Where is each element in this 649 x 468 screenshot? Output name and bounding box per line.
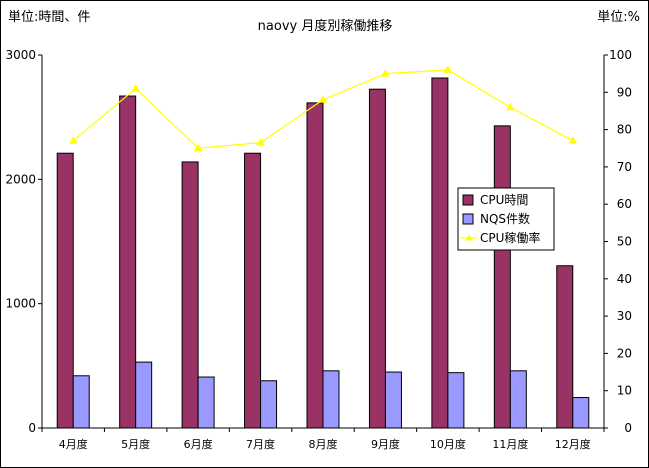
legend-label: NQS件数 — [480, 211, 530, 226]
legend-label: CPU時間 — [480, 193, 528, 207]
axes-group: 0 1000 2000 3000 0 10 20 30 40 50 60 70 80 90 100 4月度 5月… — [5, 48, 632, 451]
cpu-utilization-point-1 — [68, 136, 78, 144]
cpu-time-bar-5 — [306, 102, 324, 429]
cpu-time-bar-1 — [56, 152, 74, 429]
nqs-count-bar-8 — [509, 370, 527, 429]
bar-group — [56, 77, 590, 429]
cpu-time-bar-3 — [181, 161, 199, 429]
left-tick-label: 3000 — [5, 48, 36, 62]
cpu-utilization-point-2 — [131, 84, 141, 92]
legend-swatch — [462, 194, 474, 206]
x-tick-label: 8月度 — [309, 437, 338, 451]
right-tick-label: 10 — [617, 384, 632, 398]
cpu-utilization-point-5 — [318, 95, 328, 103]
x-tick-label: 12月度 — [555, 437, 591, 451]
x-tick-label: 9月度 — [371, 437, 400, 451]
nqs-count-bar-1 — [72, 375, 90, 429]
nqs-count-bar-9 — [572, 397, 590, 429]
right-tick-label: 90 — [617, 85, 632, 99]
cpu-utilization-point-6 — [381, 69, 390, 77]
chart-title: naovy 月度別稼働推移 — [258, 18, 393, 34]
nqs-count-bar-2 — [135, 361, 153, 429]
cpu-time-bar-6 — [368, 88, 386, 429]
right-tick-label: 80 — [617, 123, 632, 137]
x-tick-label: 4月度 — [59, 437, 88, 451]
left-unit-label: 単位:時間、件 — [8, 9, 90, 25]
nqs-count-bar-4 — [260, 380, 278, 429]
cpu-time-bar-4 — [244, 152, 262, 429]
cpu-utilization-point-4 — [256, 138, 265, 146]
right-tick-label: 60 — [617, 197, 632, 211]
left-tick-label: 0 — [28, 421, 36, 435]
cpu-utilization-point-3 — [193, 143, 203, 152]
legend-label: CPU稼働率 — [480, 230, 540, 245]
nqs-count-bar-3 — [197, 376, 215, 429]
cpu-time-bar-7 — [431, 77, 449, 429]
x-tick-label: 5月度 — [121, 437, 150, 451]
nqs-count-bar-5 — [322, 370, 340, 429]
left-tick-label: 1000 — [5, 297, 36, 311]
left-tick-label: 2000 — [5, 172, 36, 186]
nqs-count-bar-6 — [384, 371, 402, 429]
x-tick-label: 11月度 — [492, 437, 528, 451]
right-tick-label: 100 — [609, 48, 632, 62]
line-group — [68, 65, 578, 152]
right-tick-label: 70 — [617, 160, 632, 174]
cpu-utilization-point-7 — [443, 65, 453, 73]
right-unit-label: 単位:% — [597, 9, 640, 25]
x-tick-label: 7月度 — [246, 437, 275, 451]
cpu-utilization-point-8 — [505, 102, 515, 111]
legend-box — [457, 187, 555, 251]
legend-marker — [465, 234, 473, 241]
right-tick-label: 30 — [617, 309, 632, 323]
right-tick-label: 20 — [617, 346, 632, 360]
cpu-time-bar-2 — [119, 95, 137, 429]
x-tick-label: 10月度 — [430, 437, 466, 451]
x-tick-label: 6月度 — [184, 437, 213, 451]
cpu-time-bar-8 — [493, 125, 511, 429]
right-tick-label: 40 — [617, 272, 632, 286]
right-tick-label: 50 — [617, 235, 632, 249]
cpu-utilization-point-9 — [568, 136, 578, 144]
legend: CPU時間 NQS件数 CPU稼働率 — [457, 187, 555, 251]
right-tick-label: 0 — [624, 421, 632, 435]
legend-swatch — [462, 213, 474, 225]
nqs-count-bar-7 — [447, 372, 465, 429]
cpu-time-bar-9 — [556, 265, 574, 429]
